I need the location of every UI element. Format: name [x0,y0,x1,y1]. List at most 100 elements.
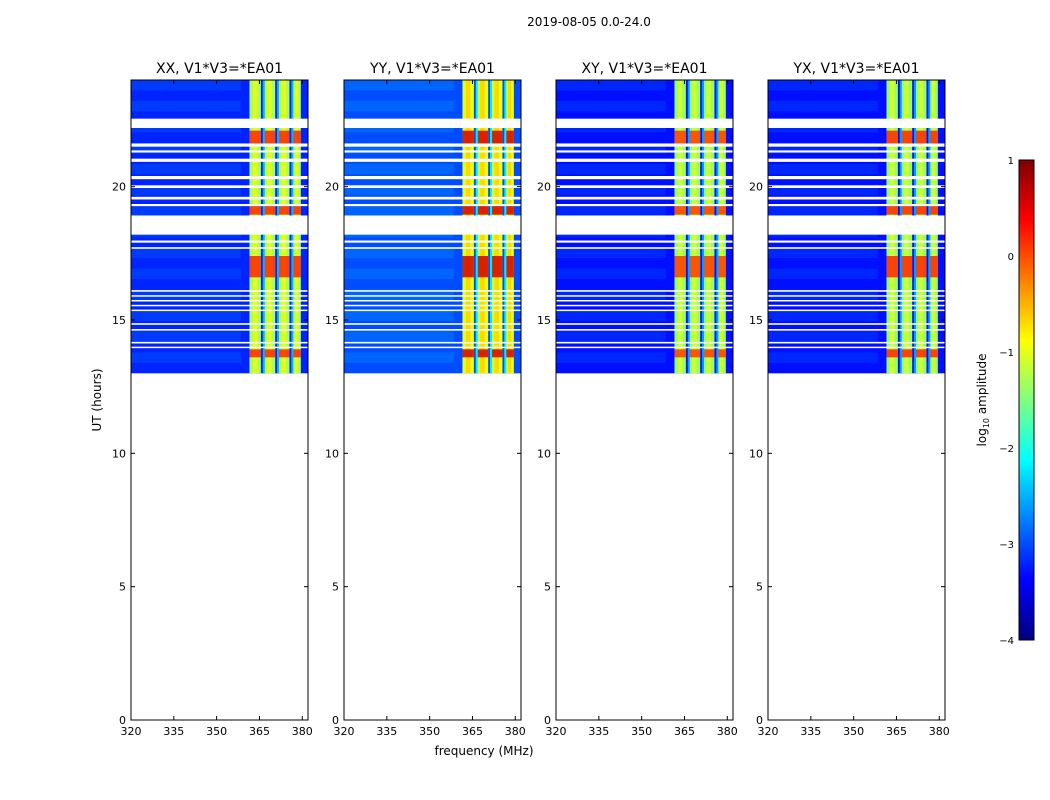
rfi-hotspot [674,349,686,358]
flagged-band [768,309,945,312]
noise-stripe [131,184,241,196]
noise-stripe [131,352,241,363]
y-tick-label: 10 [537,447,551,460]
y-axis-label: UT (hours) [90,368,104,431]
noise-stripe [768,331,878,342]
rfi-hotspot [703,349,715,358]
figure-suptitle: 2019-08-05 0.0-24.0 [527,15,651,29]
noise-stripe [344,310,454,321]
rfi-hotspot [703,205,715,215]
noise-stripe [768,289,878,300]
colorbar-tick-label: −3 [999,540,1014,551]
rfi-hotspot [278,130,290,144]
flagged-band [131,300,308,302]
rfi-hotspot [292,130,301,144]
flagged-band [344,204,521,207]
rfi-hotspot [249,256,261,278]
noise-stripe [768,100,878,112]
rfi-hotspot [292,349,301,358]
rfi-hotspot [278,256,290,278]
flagged-band [344,346,521,349]
rfi-hotspot [717,205,726,215]
colorbar-label-tail: amplitude [975,354,989,418]
noise-stripe [556,268,666,280]
rfi-hotspot [929,130,938,144]
panel-title: XY, V1*V3=*EA01 [582,61,708,77]
rfi-hotspot [278,205,290,215]
flagged-band [556,204,733,207]
rfi-hotspot [505,349,514,358]
colorbar-tick-label: 0 [1008,252,1014,263]
rfi-hotspot [929,256,938,278]
colorbar-tick-label: 1 [1008,156,1014,167]
flagged-band [556,176,733,180]
noise-stripe [768,205,878,217]
flagged-band [556,185,733,188]
flagged-band [556,215,733,235]
noise-stripe [556,310,666,321]
flagged-band [556,295,733,297]
noise-stripe [344,352,454,363]
flagged-band [768,304,945,307]
rfi-hotspot [929,349,938,358]
flagged-band [344,215,521,235]
y-tick-label: 5 [756,581,763,594]
x-tick-label: 380 [717,725,738,738]
rfi-hotspot [505,205,514,215]
noise-stripe [344,142,454,154]
x-tick-label: 320 [758,725,779,738]
noise-stripe [131,310,241,321]
x-tick-label: 380 [929,725,950,738]
y-tick-label: 0 [119,714,126,727]
noise-stripe [131,142,241,154]
panel-title: XX, V1*V3=*EA01 [156,61,283,77]
y-tick-label: 20 [112,181,126,194]
noise-stripe [556,142,666,154]
y-tick-label: 0 [544,714,551,727]
flagged-band [344,118,521,128]
x-tick-label: 335 [163,725,184,738]
x-tick-label: 335 [588,725,609,738]
y-tick-label: 15 [749,314,763,327]
rfi-hotspot [263,349,276,358]
y-tick-label: 20 [537,181,551,194]
flagged-band [131,176,308,180]
flagged-band [768,240,945,243]
x-tick-label: 380 [292,725,313,738]
noise-stripe [131,163,241,175]
panel-title: YY, V1*V3=*EA01 [369,61,495,77]
flagged-band [131,118,308,128]
flagged-band [131,204,308,207]
x-tick-label: 350 [419,725,440,738]
y-tick-label: 20 [325,181,339,194]
panel-frame [343,79,522,721]
x-tick-label: 350 [631,725,652,738]
colorbar-tick-label: −4 [999,636,1014,647]
flagged-band [344,176,521,180]
flagged-band [131,185,308,188]
flagged-band [131,247,308,249]
flagged-band [131,323,308,325]
flagged-band [768,323,945,325]
y-tick-label: 10 [325,447,339,460]
rfi-hotspot [462,256,474,278]
noise-stripe [344,80,454,91]
noise-stripe [344,331,454,342]
panel-3: YX, V1*V3=*EA01 320 335 350 365 380 0 5 10 15 20 [749,61,950,738]
noise-stripe [131,247,241,259]
flagged-band [344,196,521,200]
noise-stripe [131,100,241,112]
flagged-band [344,240,521,243]
x-tick-label: 335 [376,725,397,738]
rfi-hotspot [688,349,701,358]
noise-stripe [556,184,666,196]
flagged-band [344,158,521,162]
rfi-hotspot [688,130,701,144]
flagged-band [344,300,521,302]
flagged-band [344,323,521,325]
rfi-hotspot [462,130,474,144]
flagged-band [768,196,945,200]
rfi-hotspot [886,256,898,278]
rfi-hotspot [292,205,301,215]
